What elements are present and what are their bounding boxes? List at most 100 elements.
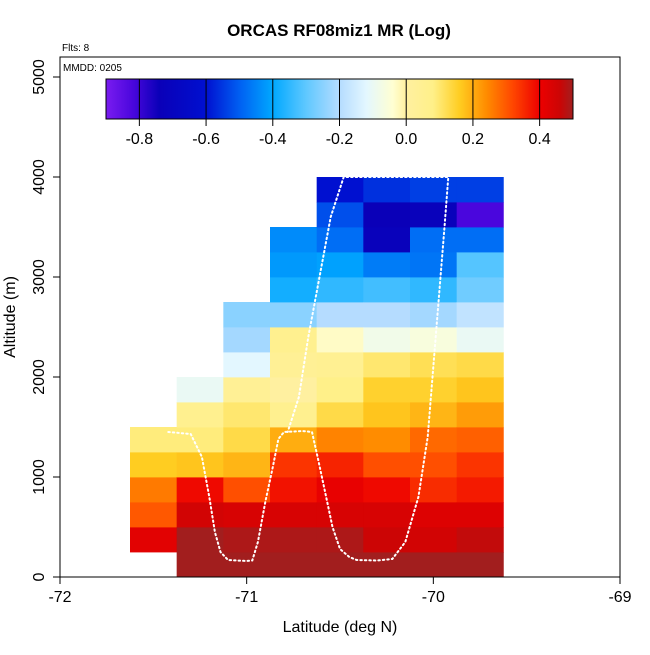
- heatmap-cell: [363, 452, 411, 478]
- heatmap-cell: [456, 352, 504, 378]
- y-tick-label: 3000: [31, 259, 48, 295]
- date-label: MMDD: 0205: [63, 63, 122, 74]
- heatmap-cell: [363, 427, 411, 453]
- heatmap-cell: [456, 202, 504, 228]
- heatmap-cell: [223, 527, 271, 553]
- colorbar-tick-label: 0.2: [462, 131, 484, 148]
- heatmap-cell: [316, 502, 364, 528]
- heatmap-cell: [410, 402, 458, 428]
- heatmap-cell: [176, 477, 224, 503]
- heatmap-cell: [223, 452, 271, 478]
- heatmap-cell: [130, 527, 178, 553]
- heatmap-cell: [270, 552, 318, 578]
- heatmap-cell: [223, 377, 271, 403]
- y-tick-label: 1000: [31, 459, 48, 495]
- heatmap-cell: [410, 177, 458, 203]
- heatmap-cell: [270, 252, 318, 278]
- heatmap-cell: [316, 452, 364, 478]
- y-axis-title: Altitude (m): [2, 276, 19, 358]
- heatmap-cell: [410, 202, 458, 228]
- heatmap-cell: [456, 177, 504, 203]
- heatmap-cell: [270, 527, 318, 553]
- heatmap-cell: [363, 327, 411, 353]
- heatmap-cell: [223, 552, 271, 578]
- heatmap-cell: [270, 227, 318, 253]
- heatmap-cell: [363, 377, 411, 403]
- heatmap-cell: [130, 427, 178, 453]
- y-tick-label: 5000: [31, 59, 48, 95]
- heatmap-cell: [456, 227, 504, 253]
- heatmap-cell: [176, 427, 224, 453]
- colorbar-tick-label: -0.8: [126, 131, 154, 148]
- heatmap-cell: [176, 527, 224, 553]
- heatmap-cell: [176, 452, 224, 478]
- x-tick-label: -71: [235, 589, 258, 606]
- heatmap-cell: [410, 227, 458, 253]
- x-tick-label: -70: [422, 589, 445, 606]
- heatmap-cell: [456, 252, 504, 278]
- colorbar-tick-label: 0.0: [395, 131, 417, 148]
- heatmap-cell: [456, 552, 504, 578]
- heatmap-cell: [363, 527, 411, 553]
- heatmap-cell: [270, 427, 318, 453]
- heatmap-cell: [410, 302, 458, 328]
- heatmap-cell: [176, 502, 224, 528]
- y-axis: 0 1000 2000 3000 4000 5000: [31, 59, 60, 581]
- heatmap-cell: [410, 527, 458, 553]
- heatmap-cell: [130, 502, 178, 528]
- heatmap-cell: [456, 502, 504, 528]
- heatmap-cell: [270, 352, 318, 378]
- heatmap-cell: [316, 352, 364, 378]
- heatmap-cell: [316, 377, 364, 403]
- plot-frame: [59, 56, 621, 578]
- heatmap-cell: [363, 402, 411, 428]
- heatmap-cell: [410, 477, 458, 503]
- y-tick-label: 0: [31, 572, 48, 581]
- chart-title: ORCAS RF08miz1 MR (Log): [227, 21, 451, 40]
- heatmap-cell: [130, 477, 178, 503]
- heatmap-cell: [316, 527, 364, 553]
- heatmap-cell: [223, 502, 271, 528]
- heatmap-cell: [176, 402, 224, 428]
- heatmap-cell: [316, 202, 364, 228]
- heatmap-cell: [456, 427, 504, 453]
- y-tick-label: 4000: [31, 159, 48, 195]
- heatmap-cell: [363, 202, 411, 228]
- heatmap-cell: [316, 552, 364, 578]
- heatmap-cell: [316, 302, 364, 328]
- heatmap-cell: [223, 327, 271, 353]
- heatmap-cells: [130, 177, 504, 578]
- heatmap-cell: [270, 452, 318, 478]
- heatmap-cell: [410, 277, 458, 303]
- heatmap-cell: [456, 402, 504, 428]
- heatmap-cell: [363, 352, 411, 378]
- heatmap-cell: [270, 277, 318, 303]
- heatmap-cell: [456, 327, 504, 353]
- heatmap-cell: [410, 377, 458, 403]
- heatmap-cell: [270, 502, 318, 528]
- y-tick-label: 2000: [31, 359, 48, 395]
- heatmap-cell: [456, 377, 504, 403]
- heatmap-cell: [410, 452, 458, 478]
- x-axis: -72 -71 -70 -69: [48, 577, 632, 606]
- heatmap-cell: [410, 327, 458, 353]
- heatmap-cell: [456, 277, 504, 303]
- heatmap-cell: [363, 302, 411, 328]
- heatmap-cell: [316, 277, 364, 303]
- heatmap-cell: [176, 377, 224, 403]
- heatmap-cell: [223, 477, 271, 503]
- heatmap-cell: [363, 477, 411, 503]
- flights-label: Flts: 8: [62, 43, 90, 54]
- colorbar-tick-label: -0.4: [259, 131, 287, 148]
- heatmap-cell: [270, 477, 318, 503]
- heatmap-cell: [316, 227, 364, 253]
- heatmap-cell: [223, 302, 271, 328]
- heatmap-cell: [410, 552, 458, 578]
- heatmap-cell: [456, 452, 504, 478]
- heatmap-cell: [363, 277, 411, 303]
- heatmap-cell: [223, 352, 271, 378]
- heatmap-cell: [363, 552, 411, 578]
- heatmap-cell: [130, 452, 178, 478]
